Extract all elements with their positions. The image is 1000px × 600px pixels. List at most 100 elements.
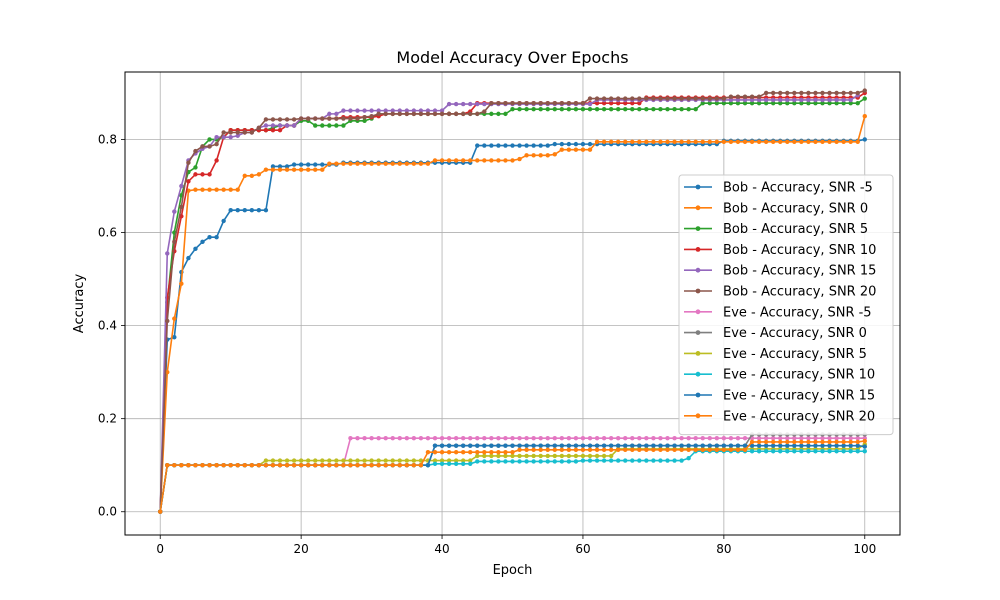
data-point	[305, 463, 311, 468]
data-point	[453, 436, 459, 441]
data-point	[531, 107, 536, 112]
data-point	[658, 443, 663, 448]
data-point	[341, 463, 346, 468]
data-point	[566, 141, 572, 147]
data-point	[298, 458, 304, 463]
data-point	[425, 111, 431, 117]
legend-box	[678, 174, 894, 436]
data-point	[700, 436, 705, 441]
data-point	[594, 100, 600, 106]
data-point	[813, 139, 818, 144]
data-point	[834, 436, 839, 441]
data-point	[848, 436, 853, 441]
data-point	[482, 109, 487, 114]
data-point	[270, 463, 276, 468]
data-point	[862, 114, 867, 119]
data-point	[531, 443, 536, 448]
legend-item: Bob - Accuracy, SNR 20	[684, 285, 876, 300]
data-point	[446, 111, 452, 117]
data-point	[778, 100, 783, 106]
legend-item: Bob - Accuracy, SNR -5	[684, 181, 873, 196]
data-point	[327, 116, 332, 121]
data-point	[270, 458, 276, 463]
data-point	[411, 458, 417, 463]
data-point	[531, 143, 536, 148]
data-point	[439, 449, 445, 455]
data-point	[615, 436, 621, 441]
data-point	[763, 97, 769, 103]
x-tick-label: 80	[716, 542, 731, 556]
data-point	[552, 443, 557, 448]
data-point	[256, 463, 262, 468]
data-point	[770, 443, 776, 448]
data-point	[686, 107, 691, 112]
data-point	[538, 100, 543, 106]
data-point	[714, 100, 720, 106]
data-point	[630, 443, 635, 448]
data-point	[799, 97, 804, 103]
data-point	[263, 463, 269, 468]
data-point	[707, 443, 712, 448]
data-point	[496, 449, 501, 455]
data-point	[489, 111, 494, 117]
legend-label: Bob - Accuracy, SNR -5	[723, 181, 873, 196]
data-point	[193, 148, 198, 154]
data-point	[834, 90, 839, 96]
ticks: 0 20 40 60 80 100 0.0 0.2 0.4 0.6 0.8	[98, 132, 876, 556]
legend-marker	[695, 371, 701, 377]
data-point	[249, 173, 255, 178]
data-point	[552, 107, 557, 112]
data-point	[362, 436, 367, 441]
data-point	[608, 458, 614, 463]
data-point	[672, 96, 677, 101]
data-point	[756, 94, 762, 99]
data-point	[256, 172, 262, 177]
data-point	[721, 447, 727, 453]
data-point	[453, 101, 459, 107]
data-point	[446, 461, 452, 467]
data-point	[594, 447, 600, 453]
data-point	[559, 447, 565, 453]
data-point	[770, 97, 776, 103]
data-point	[559, 147, 565, 152]
legend-marker	[695, 205, 701, 211]
data-point	[404, 436, 410, 441]
data-point	[291, 123, 297, 128]
data-point	[179, 463, 184, 468]
legend-item: Eve - Accuracy, SNR 10	[684, 368, 875, 383]
data-point	[756, 449, 762, 454]
data-point	[411, 111, 417, 117]
data-point	[785, 439, 790, 445]
data-point	[714, 139, 720, 144]
data-point	[228, 463, 233, 468]
legend-item: Eve - Accuracy, SNR 20	[684, 409, 875, 424]
data-point	[587, 458, 593, 463]
data-point	[580, 453, 586, 459]
data-point	[749, 439, 755, 445]
data-point	[468, 443, 473, 448]
data-point	[813, 97, 818, 103]
data-point	[778, 449, 783, 454]
data-point	[862, 438, 867, 444]
data-point	[355, 436, 360, 441]
data-point	[566, 107, 572, 112]
data-point	[601, 453, 607, 459]
legend-marker	[695, 267, 701, 273]
data-point	[496, 100, 501, 106]
data-point	[496, 436, 501, 441]
data-point	[432, 458, 438, 463]
x-tick-label: 40	[434, 542, 449, 556]
data-point	[686, 96, 691, 101]
data-point	[186, 463, 191, 468]
data-point	[291, 463, 297, 468]
data-point	[827, 97, 832, 103]
data-point	[362, 114, 367, 120]
data-point	[573, 447, 579, 453]
data-point	[172, 316, 177, 321]
data-point	[770, 436, 776, 441]
data-point	[298, 167, 304, 172]
data-point	[799, 443, 804, 448]
data-point	[693, 139, 698, 144]
data-point	[770, 100, 776, 106]
data-point	[313, 116, 318, 121]
